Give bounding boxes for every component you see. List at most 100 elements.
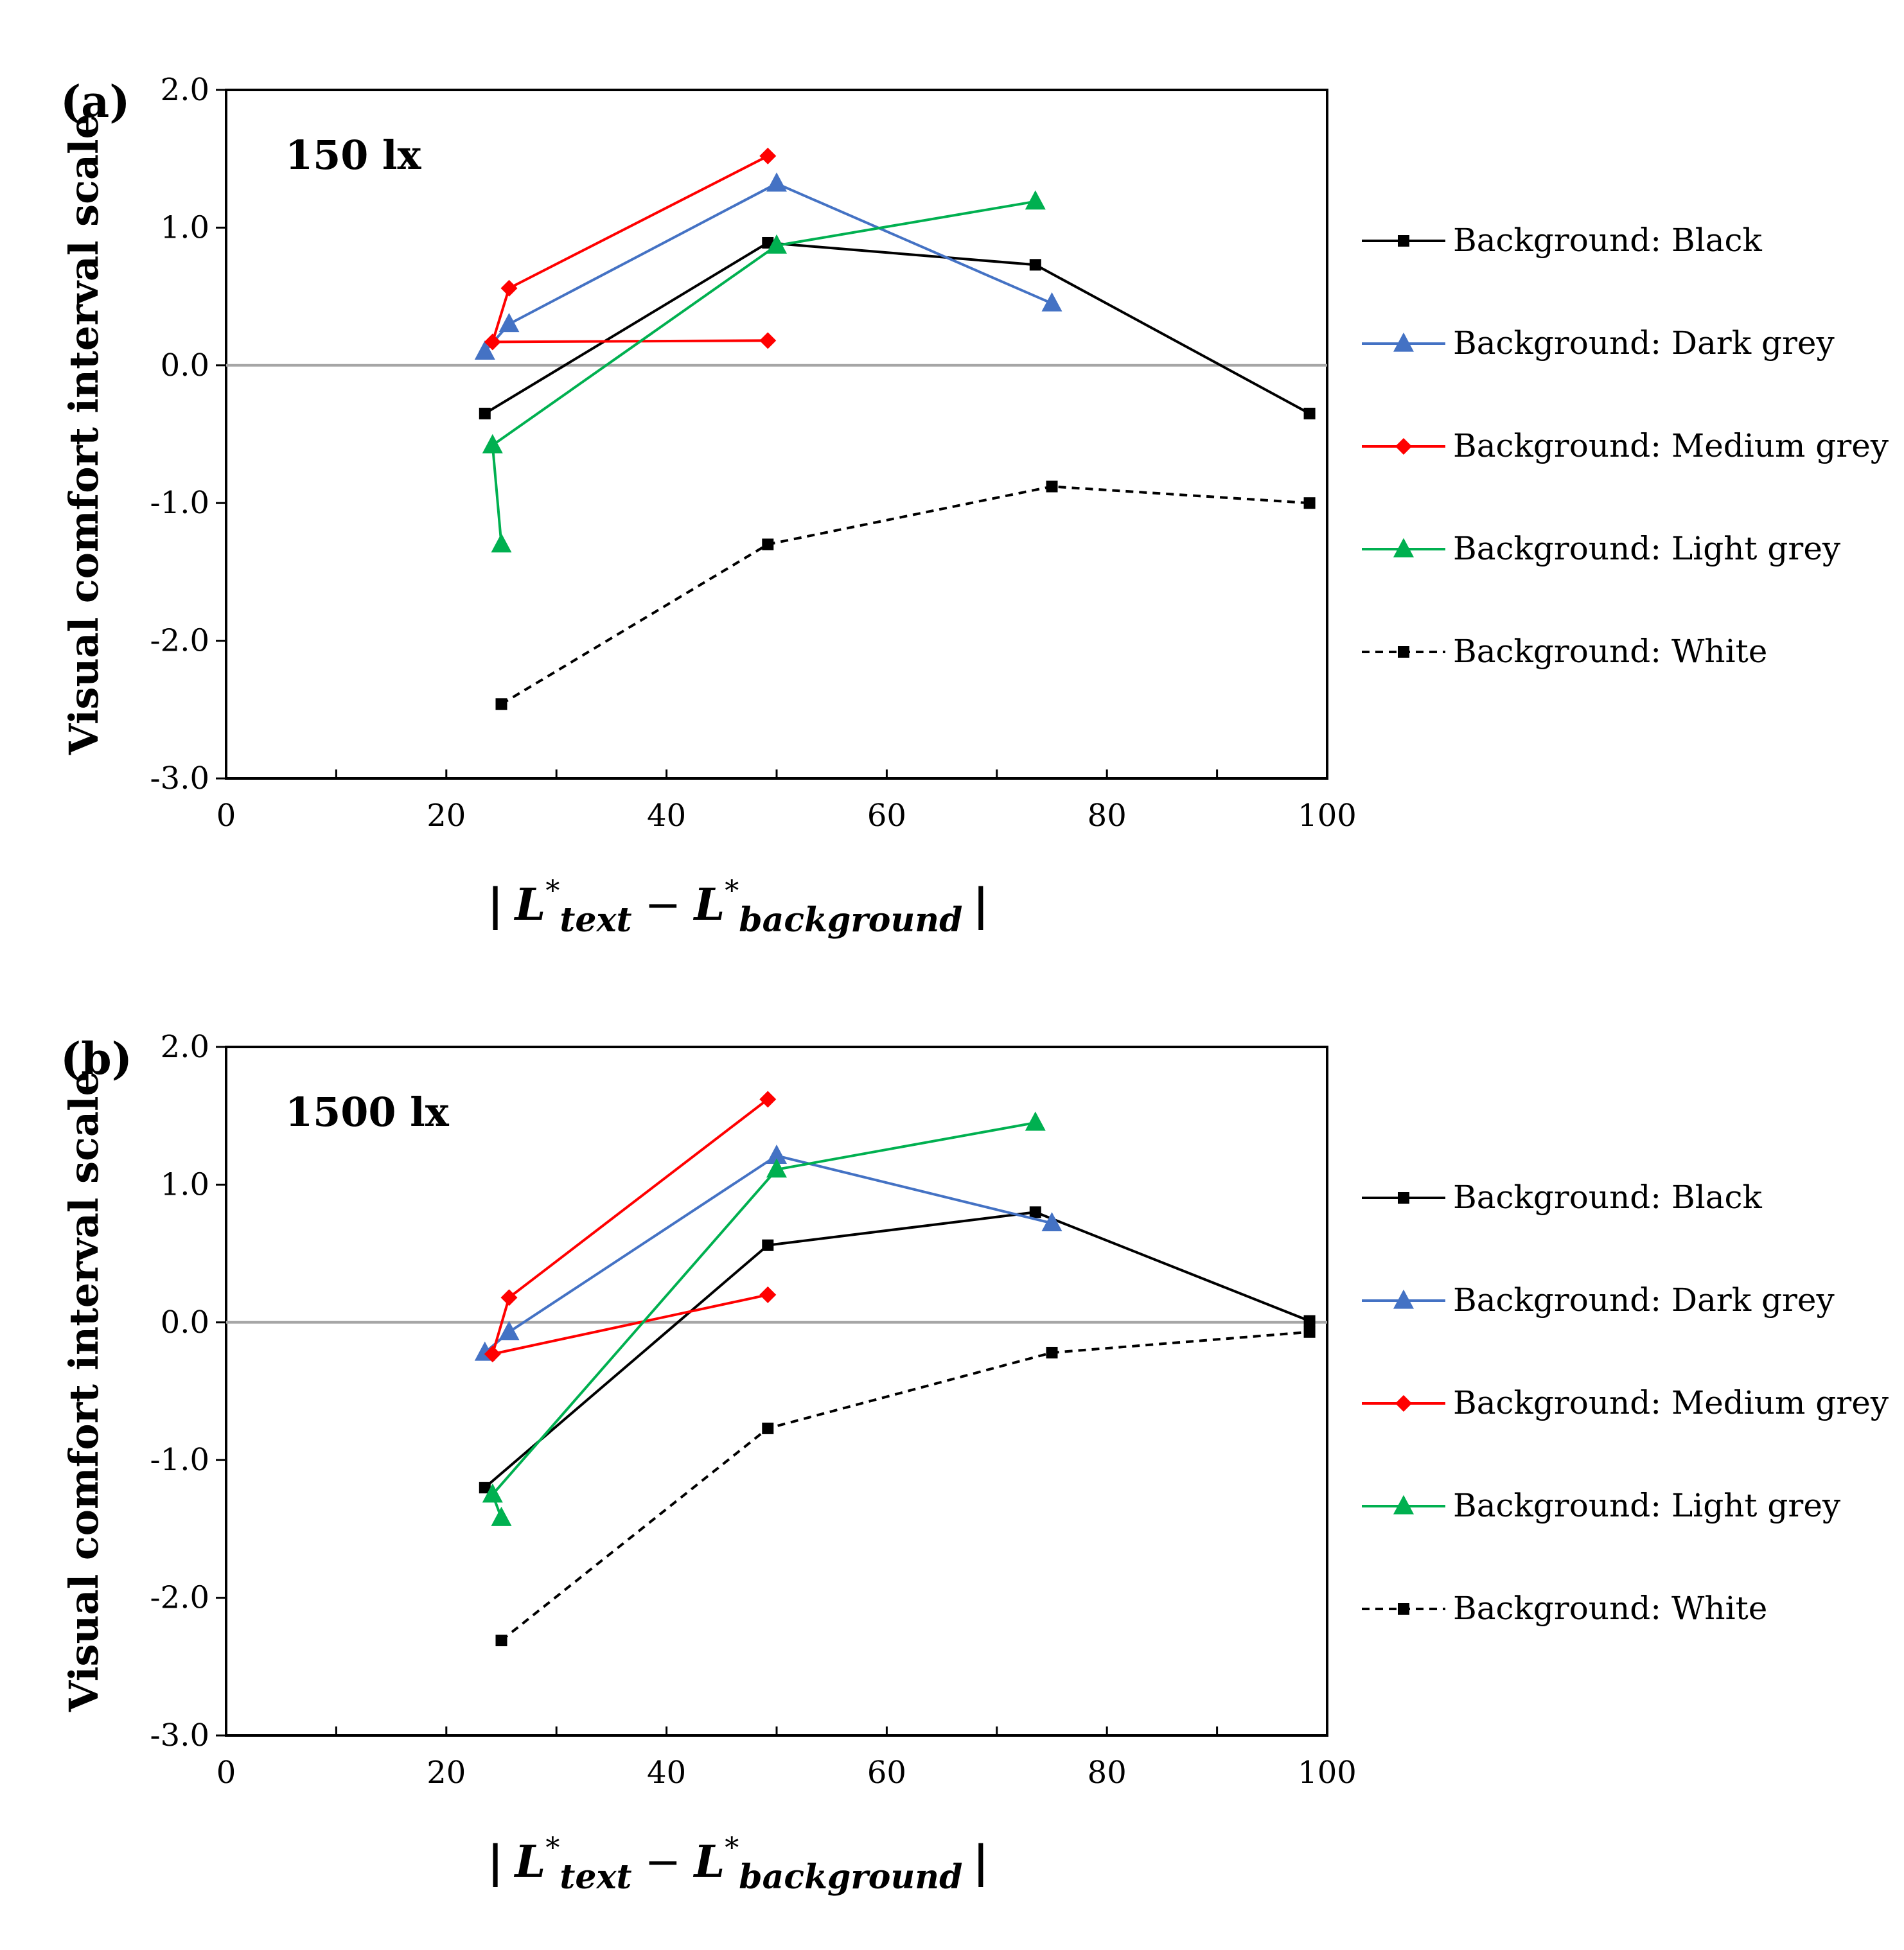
- legend-label: Background: Dark grey: [1453, 1281, 1835, 1319]
- y-tick-label: 1.0: [161, 209, 209, 245]
- data-point: [500, 1289, 518, 1306]
- y-tick-label: -1.0: [150, 485, 209, 521]
- series-line: [491, 200, 1036, 545]
- panel-a: 2.0 1.0 0.0 -1.0 -2.0 -3.00 20 40 60 80 100 Visual …: [60, 72, 1889, 940]
- data-point: [498, 1321, 520, 1340]
- y-tick-label: -3.0: [150, 760, 209, 796]
- legend-marker: [1393, 332, 1414, 352]
- series-background-dark-grey: [474, 172, 1062, 360]
- legend-entry: Background: Black: [1362, 222, 1763, 259]
- data-point: [1025, 1111, 1046, 1131]
- legend-entry: Background: White: [1362, 633, 1767, 670]
- series-background-white: [495, 1326, 1316, 1647]
- data-point: [1303, 1315, 1316, 1327]
- legend-label: Background: White: [1453, 633, 1767, 670]
- x-axis-title-part: L: [514, 1836, 546, 1888]
- legend-marker: [1395, 438, 1412, 455]
- legend-marker: [1398, 1192, 1409, 1204]
- legend-entry: Background: Medium grey: [1362, 427, 1889, 464]
- data-point: [762, 1239, 774, 1251]
- data-point: [1303, 1326, 1316, 1338]
- data-point: [482, 434, 503, 453]
- illuminance-label: 150 lx: [285, 132, 422, 179]
- x-tick-label: 20: [427, 798, 466, 834]
- data-point: [479, 407, 491, 419]
- x-axis-title-part: background: [739, 1858, 962, 1897]
- y-tick-label: 0.0: [161, 1304, 209, 1340]
- data-point: [762, 1422, 774, 1434]
- panel-letter: (b): [60, 1033, 132, 1085]
- y-tick-label: -2.0: [150, 1580, 209, 1616]
- y-tick-label: 1.0: [161, 1166, 209, 1202]
- legend-entry: Background: Medium grey: [1362, 1384, 1889, 1421]
- y-tick-label: 2.0: [161, 72, 209, 108]
- x-axis-title: | L*text − L*background |: [488, 1832, 989, 1897]
- legend-marker: [1398, 646, 1409, 658]
- data-point: [1046, 480, 1058, 493]
- x-tick-label: 0: [216, 1755, 236, 1791]
- legend-entry: Background: Light grey: [1362, 1487, 1841, 1524]
- data-point: [500, 279, 518, 297]
- series-background-medium-grey: [484, 1091, 777, 1363]
- illuminance-label: 1500 lx: [285, 1089, 450, 1136]
- x-tick-label: 100: [1298, 1755, 1357, 1791]
- legend-marker: [1395, 1395, 1412, 1412]
- data-point: [766, 1158, 787, 1178]
- x-tick-label: 100: [1298, 798, 1357, 834]
- data-point: [479, 1482, 491, 1494]
- series-background-black: [479, 1206, 1316, 1494]
- legend-label: Background: Medium grey: [1453, 427, 1889, 464]
- data-point: [759, 147, 777, 164]
- data-point: [1041, 1212, 1062, 1232]
- x-axis-title-part: |: [973, 1836, 989, 1888]
- data-point: [1025, 190, 1046, 210]
- data-point: [1041, 292, 1062, 312]
- x-tick-label: 60: [867, 798, 906, 834]
- data-point: [1029, 1206, 1041, 1218]
- legend-label: Background: Light grey: [1453, 530, 1841, 567]
- data-point: [491, 533, 512, 553]
- data-point: [484, 1346, 501, 1363]
- data-point: [498, 313, 520, 333]
- data-point: [474, 340, 495, 360]
- x-tick-label: 80: [1088, 798, 1127, 834]
- x-axis-title-part: *: [725, 1832, 739, 1865]
- data-point: [1303, 497, 1316, 509]
- data-point: [1046, 1346, 1058, 1358]
- data-point: [495, 698, 507, 710]
- data-point: [495, 1635, 507, 1647]
- legend-marker: [1398, 235, 1409, 247]
- x-axis-title-part: L: [692, 879, 725, 931]
- x-axis-title-part: −: [644, 880, 681, 931]
- series-line: [491, 155, 769, 344]
- legend-label: Background: Light grey: [1453, 1487, 1841, 1524]
- legend-marker: [1393, 538, 1414, 558]
- legend-label: Background: Black: [1453, 222, 1763, 259]
- series-background-white: [495, 480, 1316, 710]
- data-point: [1029, 259, 1041, 271]
- y-tick-label: -1.0: [150, 1442, 209, 1478]
- y-axis-title: Visual comfort interval scale: [60, 114, 107, 755]
- legend-label: Background: Medium grey: [1453, 1384, 1889, 1421]
- data-point: [759, 1091, 777, 1108]
- x-axis-title: | L*text − L*background |: [488, 875, 989, 940]
- x-axis-title-part: *: [545, 875, 560, 908]
- data-point: [766, 1145, 787, 1164]
- plot-area-frame: [225, 89, 1328, 780]
- series-background-medium-grey: [484, 147, 777, 351]
- legend-label: Background: White: [1453, 1590, 1767, 1627]
- y-tick-label: -3.0: [150, 1717, 209, 1753]
- data-point: [759, 332, 777, 349]
- data-point: [482, 1483, 503, 1503]
- legend-entry: Background: Dark grey: [1362, 1281, 1835, 1319]
- data-point: [491, 1506, 512, 1526]
- x-tick-label: 80: [1088, 1755, 1127, 1791]
- series-line: [500, 1330, 1310, 1642]
- data-point: [766, 234, 787, 254]
- x-axis-title-part: *: [545, 1832, 560, 1865]
- panel-b: 2.0 1.0 0.0 -1.0 -2.0 -3.00 20 40 60 80 100 Visual …: [60, 1029, 1889, 1897]
- x-tick-label: 40: [647, 798, 686, 834]
- x-tick-label: 0: [216, 798, 236, 834]
- data-point: [759, 1286, 777, 1303]
- y-tick-label: 0.0: [161, 347, 209, 383]
